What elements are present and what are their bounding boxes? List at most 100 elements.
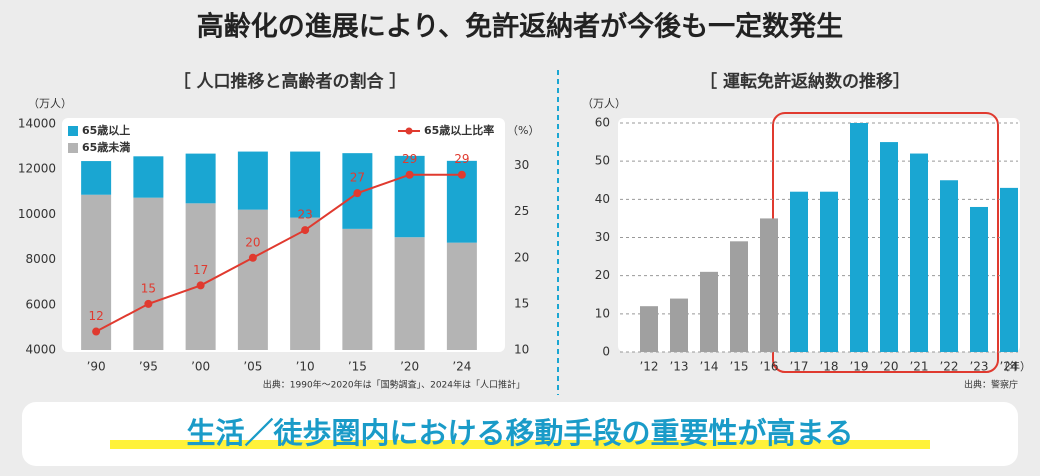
data-label: 15 xyxy=(141,281,156,295)
x-tick-label: ’23 xyxy=(969,360,988,374)
chart-title: ［ 運転免許返納数の推移］ xyxy=(700,71,910,92)
data-label: 27 xyxy=(350,171,365,185)
line-point xyxy=(92,327,101,336)
data-label: 29 xyxy=(454,152,469,166)
x-tick-label: ’15 xyxy=(729,360,748,374)
bar xyxy=(940,180,958,352)
y-tick-label: 10000 xyxy=(18,207,56,221)
line-point xyxy=(457,170,466,179)
x-tick-label: ’18 xyxy=(819,360,838,374)
y2-tick-label: 20 xyxy=(514,250,529,264)
y-tick-label: 60 xyxy=(595,116,610,130)
bar xyxy=(850,123,868,352)
x-tick-label: ’15 xyxy=(348,360,367,374)
x-tick-label: ’12 xyxy=(639,360,658,374)
x-tick-label: ’24 xyxy=(452,360,471,374)
data-label: 12 xyxy=(88,309,103,323)
bar-segment xyxy=(133,197,164,350)
bar-segment xyxy=(394,155,425,238)
bar xyxy=(970,206,988,352)
x-tick-label: ’16 xyxy=(759,360,778,374)
bar xyxy=(910,153,928,352)
legend-swatch xyxy=(68,126,78,136)
legend-marker xyxy=(405,127,413,135)
line-point xyxy=(353,189,362,198)
x-tick-label: ’95 xyxy=(139,360,158,374)
y-tick-label: 8000 xyxy=(25,252,56,266)
bar xyxy=(880,142,898,352)
footer-box xyxy=(22,402,1018,466)
bar xyxy=(820,191,838,352)
source: 出典：警察庁 xyxy=(964,379,1018,391)
data-label: 23 xyxy=(297,208,312,222)
page-title: 高齢化の進展により、免許返納者が今後も一定数発生 xyxy=(197,11,843,43)
y-tick-label: 0 xyxy=(602,345,610,359)
x-tick-label: ’22 xyxy=(939,360,958,374)
y-tick-label: 30 xyxy=(595,230,610,244)
y-axis-label: （万人） xyxy=(28,97,72,110)
bar xyxy=(640,306,658,352)
x-tick-label: ’00 xyxy=(191,360,210,374)
x-tick-label: ’13 xyxy=(669,360,688,374)
y-tick-label: 4000 xyxy=(25,343,56,357)
y-tick-label: 20 xyxy=(595,268,610,282)
bar-segment xyxy=(446,242,477,350)
x-tick-label: ’10 xyxy=(296,360,315,374)
x-tick-label: ’21 xyxy=(909,360,928,374)
y-tick-label: 6000 xyxy=(25,297,56,311)
bar xyxy=(790,191,808,352)
y-tick-label: 40 xyxy=(595,192,610,206)
legend-label: 65歳未満 xyxy=(82,140,130,154)
bar-segment xyxy=(237,151,268,210)
bar-segment xyxy=(290,217,321,350)
bar xyxy=(760,218,778,352)
plot-area xyxy=(62,118,505,352)
underline xyxy=(110,440,930,449)
bar-segment xyxy=(133,156,164,198)
bar-segment xyxy=(185,203,216,350)
line-point xyxy=(301,226,310,235)
bar-segment xyxy=(81,194,112,350)
y2-tick-label: 25 xyxy=(514,204,529,218)
footer-text: 生活／徒歩圏内における移動手段の重要性が高まる xyxy=(186,416,853,450)
y-tick-label: 12000 xyxy=(18,162,56,176)
y-axis-label: （万人） xyxy=(582,97,626,110)
y2-tick-label: 10 xyxy=(514,343,529,357)
legend-swatch xyxy=(68,143,78,153)
line-point xyxy=(144,299,153,308)
line-point xyxy=(196,281,205,290)
bar xyxy=(1000,187,1018,352)
bar-segment xyxy=(342,228,373,350)
y-tick-label: 14000 xyxy=(18,117,56,131)
x-tick-label: ’17 xyxy=(789,360,808,374)
bar-segment xyxy=(185,153,216,204)
line-point xyxy=(405,170,414,179)
x-tick-label: ’20 xyxy=(879,360,898,374)
y-tick-label: 10 xyxy=(595,306,610,320)
y2-tick-label: 15 xyxy=(514,296,529,310)
y2-tick-label: 30 xyxy=(514,158,529,172)
x-tick-label: ’24 xyxy=(999,360,1018,374)
x-tick-label: ’20 xyxy=(400,360,419,374)
y2-axis-label: （%） xyxy=(507,124,539,137)
bar xyxy=(670,298,688,352)
chart-title: ［ 人口推移と高齢者の割合 ］ xyxy=(174,71,407,92)
line xyxy=(95,173,462,333)
bar-segment xyxy=(290,151,321,218)
bar-segment xyxy=(81,161,112,195)
source: 出典：1990年～2020年は「国勢調査」、2024年は「人口推計」 xyxy=(263,379,525,391)
x-axis-label: （年） xyxy=(998,359,1031,373)
data-label: 17 xyxy=(193,263,208,277)
bar-segment xyxy=(394,237,425,350)
data-label: 20 xyxy=(245,235,260,249)
line-point xyxy=(248,253,257,262)
legend-label: 65歳以上比率 xyxy=(424,123,494,137)
bar xyxy=(700,271,718,352)
x-tick-label: ’05 xyxy=(243,360,262,374)
x-tick-label: ’14 xyxy=(699,360,718,374)
bar xyxy=(730,241,748,352)
data-label: 29 xyxy=(402,152,417,166)
bar-segment xyxy=(237,209,268,350)
x-tick-label: ’90 xyxy=(87,360,106,374)
